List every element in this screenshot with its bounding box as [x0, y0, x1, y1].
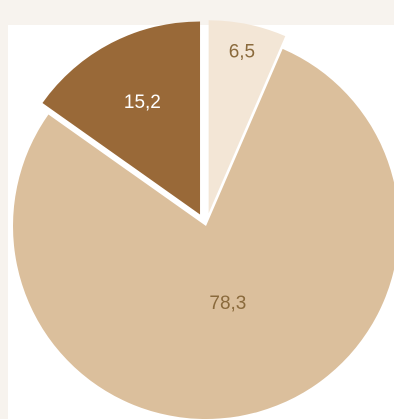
- slice-label-15-2: 15,2: [124, 92, 161, 113]
- pie-slice-15-2: [42, 21, 201, 215]
- slice-label-78-3: 78,3: [209, 293, 246, 314]
- pie-slice-78-3: [13, 48, 394, 419]
- pie-slice-6-5: [208, 20, 286, 214]
- slice-label-6-5: 6,5: [229, 42, 255, 63]
